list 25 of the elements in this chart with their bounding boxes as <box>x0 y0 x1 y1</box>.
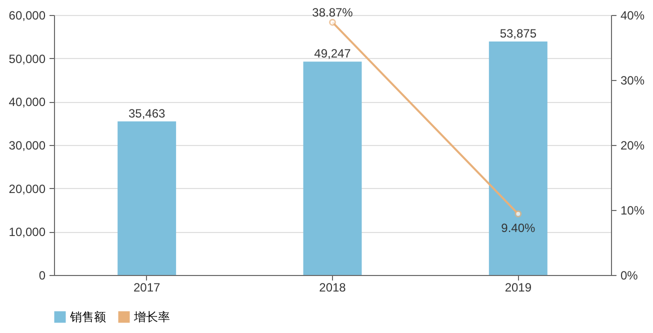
y2-tick-label: 0% <box>620 268 638 282</box>
data-label: 35,463 <box>128 106 166 120</box>
x-tick-label: 2018 <box>319 280 346 294</box>
y-tick-label: 50,000 <box>8 52 46 66</box>
bar <box>303 62 362 275</box>
bar <box>118 121 176 275</box>
y-tick-label: 30,000 <box>8 138 46 152</box>
y2-tick-label: 30% <box>620 74 645 88</box>
data-label: 53,875 <box>500 26 537 41</box>
y-tick-label: 20,000 <box>8 182 46 196</box>
y2-tick-label: 10% <box>620 204 645 218</box>
data-label: 9.40% <box>501 220 536 235</box>
y2-tick-label: 40% <box>620 8 645 22</box>
legend-label: 增长率 <box>133 310 170 324</box>
y-tick-label: 0 <box>38 268 46 282</box>
y-tick-label: 40,000 <box>8 95 46 110</box>
data-label: 38.87% <box>312 5 354 20</box>
bar <box>488 42 548 275</box>
legend-label: 销售额 <box>69 310 106 324</box>
y-tick-label: 10,000 <box>8 225 46 240</box>
x-tick-label: 2017 <box>133 280 161 294</box>
y-tick-label: 60,000 <box>8 8 46 22</box>
data-label: 49,247 <box>314 46 352 61</box>
x-tick-label: 2019 <box>504 280 532 294</box>
y2-tick-label: 20% <box>620 138 645 152</box>
